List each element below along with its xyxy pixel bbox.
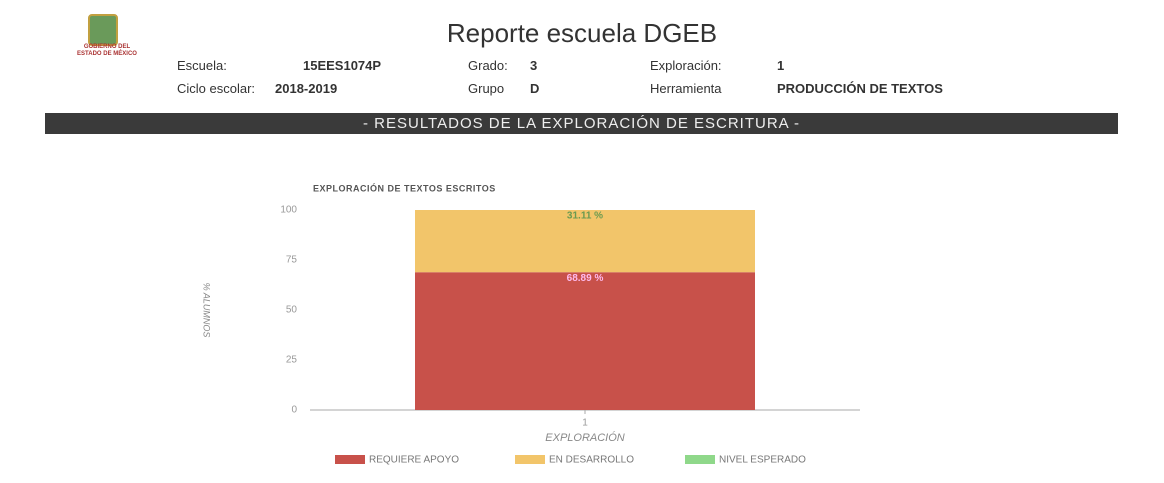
field-label: Ciclo escolar: [177, 81, 256, 96]
field-value: 1 [777, 58, 785, 73]
y-axis-label: % ALUMNOS [202, 283, 212, 338]
logo-line: ESTADO DE MÉXICO [77, 51, 137, 57]
field-value: PRODUCCIÓN DE TEXTOS [777, 81, 943, 96]
y-tick-label: 0 [291, 405, 297, 416]
bar-segment [415, 210, 755, 273]
field-value: 15EES1074P [303, 58, 382, 73]
field-value: D [530, 81, 540, 96]
data-label: 31.11 % [567, 211, 603, 222]
logo-icon [88, 14, 118, 46]
field-label: Exploración: [650, 58, 722, 73]
y-tick-label: 50 [286, 305, 298, 316]
title: Reporte escuela DGEB [446, 18, 718, 48]
chart-title: EXPLORACIÓN DE TEXTOS ESCRITOS [313, 182, 496, 193]
x-axis-label: EXPLORACIÓN [545, 431, 625, 444]
legend-swatch [685, 455, 715, 464]
legend-label: NIVEL ESPERADO [719, 455, 806, 466]
banner: - RESULTADOS DE LA EXPLORACIÓN DE ESCRIT… [45, 113, 1118, 134]
field-label: Escuela: [177, 58, 227, 73]
legend-label: EN DESARROLLO [549, 455, 634, 466]
y-tick-label: 75 [286, 255, 298, 266]
y-tick-label: 100 [280, 205, 297, 216]
field-label: Grado: [468, 58, 508, 73]
logo-text: GOBIERNO DEL ESTADO DE MÉXICO [42, 44, 172, 58]
logo-line: GOBIERNO DEL [83, 44, 131, 50]
field-label: Grupo [468, 81, 505, 96]
field-value: 3 [530, 58, 538, 73]
field-label: Herramienta [650, 81, 722, 96]
field-value: 2018-2019 [275, 81, 338, 96]
bar-segment [415, 272, 755, 410]
y-tick-label: 25 [286, 355, 298, 366]
data-label: 68.89 % [567, 273, 604, 284]
legend-swatch [515, 455, 545, 464]
legend-swatch [335, 455, 365, 464]
legend-label: REQUIERE APOYO [369, 455, 459, 466]
x-tick-label: 1 [582, 418, 588, 429]
